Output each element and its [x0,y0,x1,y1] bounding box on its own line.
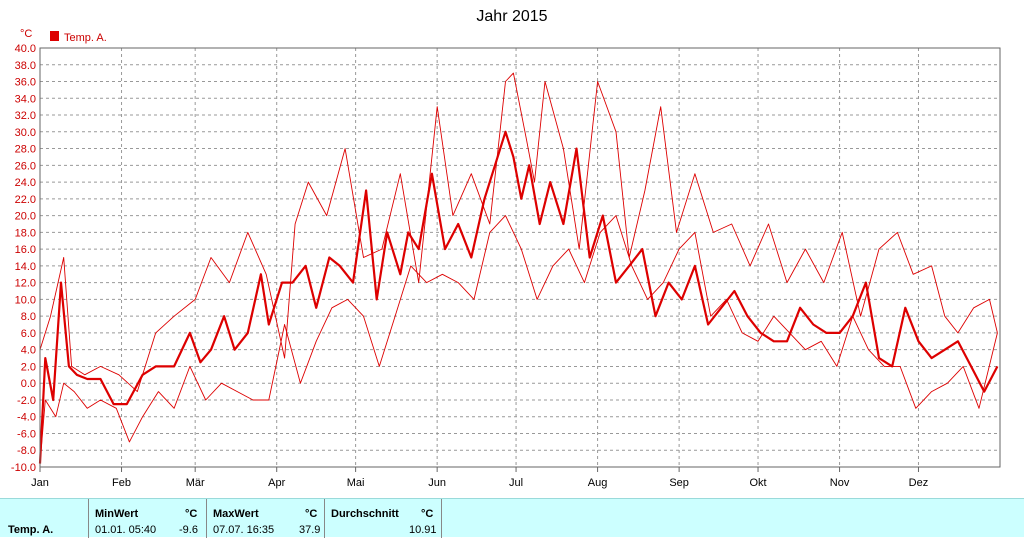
stats-max-value: 37.9 [299,524,321,536]
x-tick-label: Sep [669,477,689,489]
y-tick-label: 2.0 [21,361,36,373]
y-tick-label: 36.0 [15,77,36,89]
series-line-avg [38,130,999,464]
y-tick-label: 12.0 [15,278,36,290]
y-tick-label: 4.0 [21,345,36,357]
y-tick-label: -4.0 [17,412,36,424]
y-tick-label: 34.0 [15,93,36,105]
x-tick-labels: Jan Feb Mär Apr Mai Jun Jul Aug Sep Okt Nov Dez [31,477,928,489]
stats-max-header: MaxWert [213,508,259,520]
x-tick-label: Feb [112,477,131,489]
y-tick-label: 22.0 [15,194,36,206]
stats-min-cell: MinWert °C 01.01. 05:40 -9.6 [88,499,206,538]
y-tick-label: -8.0 [17,445,36,457]
y-tick-label: 18.0 [15,227,36,239]
y-tick-label: 30.0 [15,127,36,139]
grid-lines [39,47,1000,472]
stats-avg-cell: Durchschnitt °C 10.91 [324,499,442,538]
y-tick-labels: -10.0 -8.0 -6.0 -4.0 -2.0 0.0 2.0 4.0 6.0 8.0 10.0… [11,43,36,474]
series-line-min [39,215,998,464]
x-tick-label: Jun [428,477,446,489]
stats-min-value: -9.6 [179,524,198,536]
legend-swatch [50,31,59,41]
stats-avg-value: 10.91 [409,524,437,536]
series-lines [38,72,999,464]
y-tick-label: 6.0 [21,328,36,340]
x-tick-label: Aug [588,477,608,489]
y-tick-label: 16.0 [15,244,36,256]
y-tick-label: 28.0 [15,144,36,156]
y-tick-label: 8.0 [21,311,36,323]
y-tick-label: 40.0 [15,43,36,55]
stats-avg-unit: °C [421,508,434,520]
y-tick-label: 24.0 [15,177,36,189]
stats-avg-header: Durchschnitt [331,508,399,520]
x-tick-label: Mär [186,477,205,489]
x-tick-label: Jul [509,477,523,489]
stats-min-unit: °C [185,508,198,520]
temperature-chart: Jahr 2015 °C Temp. A. -10.0-8.0-6.0-4.0-… [11,8,1001,489]
x-tick-label: Nov [830,477,850,489]
y-tick-label: 26.0 [15,160,36,172]
x-tick-label: Mai [347,477,365,489]
x-tick-label: Jan [31,477,49,489]
y-tick-label: 32.0 [15,110,36,122]
x-tick-label: Apr [268,477,285,489]
x-tick-label: Okt [749,477,766,489]
stats-row-label: Temp. A. [8,524,54,536]
y-tick-label: 38.0 [15,60,36,72]
y-tick-label: -10.0 [11,462,36,474]
stats-max-cell: MaxWert °C 07.07. 16:35 37.9 [206,499,324,538]
statistics-bar: Temp. A. MinWert °C 01.01. 05:40 -9.6 Ma… [0,498,1024,538]
stats-max-unit: °C [305,508,318,520]
y-tick-label: 14.0 [15,261,36,273]
y-tick-label: 20.0 [15,211,36,223]
plot-frame [39,47,1001,468]
legend-label: Temp. A. [64,32,107,44]
y-tick-label: -6.0 [17,428,36,440]
series-line-max [39,72,998,393]
stats-max-time: 07.07. 16:35 [213,524,275,536]
chart-title: Jahr 2015 [476,8,547,25]
y-tick-label: 10.0 [15,294,36,306]
stats-min-time: 01.01. 05:40 [95,524,157,536]
stats-min-header: MinWert [95,508,139,520]
y-tick-label: -2.0 [17,395,36,407]
y-tick-label: 0.0 [21,378,36,390]
x-tick-label: Dez [909,477,929,489]
y-axis-unit: °C [20,28,32,40]
